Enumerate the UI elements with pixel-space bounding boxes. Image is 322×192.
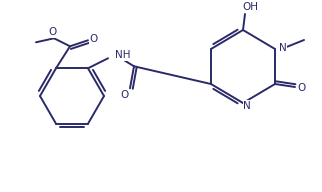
Text: OH: OH xyxy=(242,2,258,12)
Text: N: N xyxy=(243,101,251,111)
Text: NH: NH xyxy=(115,50,130,60)
Text: O: O xyxy=(121,90,129,100)
Text: O: O xyxy=(49,27,57,37)
Text: N: N xyxy=(279,43,287,53)
Text: O: O xyxy=(90,34,98,44)
Text: O: O xyxy=(298,83,306,93)
